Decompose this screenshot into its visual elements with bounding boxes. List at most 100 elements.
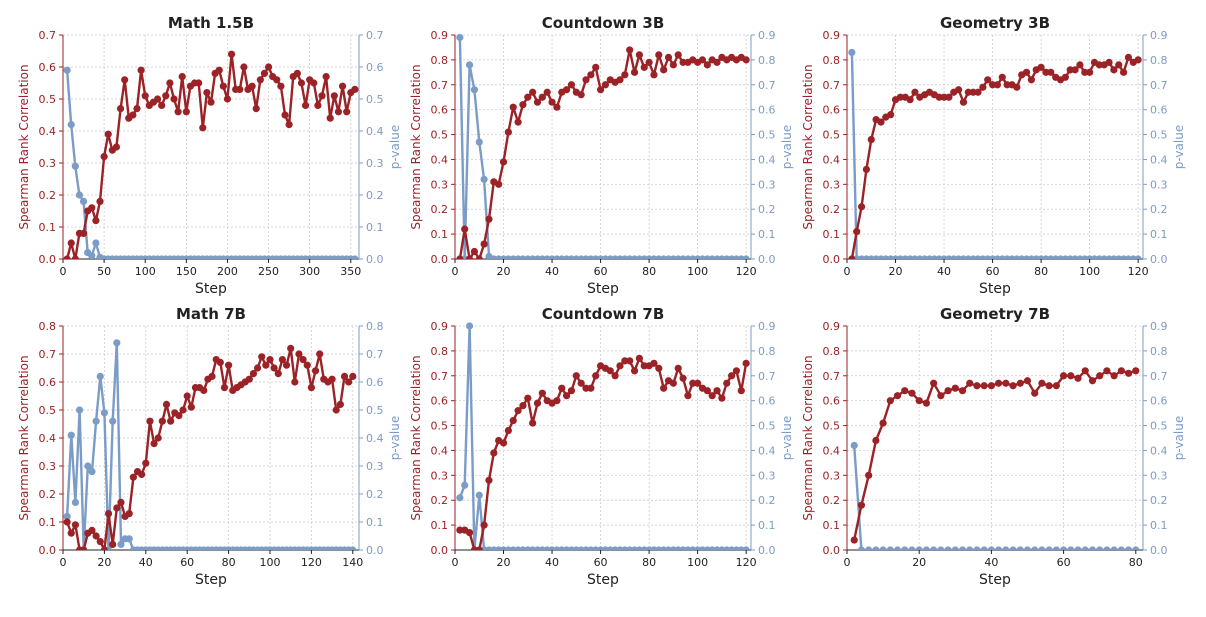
correlation-data-point [694,379,702,387]
correlation-data-point [543,88,551,96]
correlation-data-point [63,518,71,526]
correlation-data-point [1096,372,1104,380]
pvalue-data-point [475,491,483,499]
plot-area [63,50,359,259]
chart-title: Countdown 7B [542,305,665,323]
x-tick-label: 40 [937,265,951,278]
correlation-data-point [207,98,215,106]
y-tick-label-right: 0.5 [366,404,384,417]
correlation-data-point [674,364,682,372]
pvalue-data-point [67,431,75,439]
correlation-data-point [611,372,619,380]
y-tick-label-left: 0.2 [431,203,449,216]
correlation-data-point [328,375,336,383]
correlation-data-point [278,356,287,364]
correlation-data-point [533,399,542,407]
correlation-data-point [480,521,488,529]
correlation-data-point [109,540,117,549]
y-tick-label-right: 0.8 [758,345,776,358]
x-tick-label: 0 [452,265,459,278]
correlation-data-point [178,73,186,81]
x-tick-label: 60 [594,265,608,278]
y-tick-label-right: 0.4 [1150,153,1168,166]
y-tick-label-left: 0.4 [823,153,841,166]
y-tick-label-right: 0.0 [366,544,384,557]
y-tick-label-left: 0.5 [39,404,57,417]
correlation-data-point [930,379,938,387]
correlation-data-point [718,394,726,402]
pvalue-data-point [987,546,995,550]
y-tick-label-right: 0.8 [1150,345,1168,358]
correlation-data-point [310,79,318,87]
correlation-data-point [170,95,178,103]
pvalue-data-point [465,61,474,69]
correlation-data-point [737,387,745,395]
correlation-data-point [893,392,902,400]
x-tick-label: 40 [545,556,559,569]
correlation-data-point [249,370,258,378]
pvalue-data-point [349,546,357,550]
correlation-data-point [92,217,100,225]
pvalue-data-point [1023,546,1032,550]
y-tick-label-left: 0.6 [39,376,57,389]
chart-title: Math 7B [176,305,246,323]
pvalue-data-point [1045,546,1053,550]
y-tick-label-right: 0.0 [1150,253,1168,266]
x-tick-label: 80 [642,556,656,569]
correlation-data-point [330,92,338,100]
y-tick-label-left: 0.1 [39,516,57,529]
y-tick-label-right: 0.3 [1150,469,1168,482]
correlation-data-point [314,101,322,109]
correlation-data-point [216,358,224,366]
correlation-data-point [601,81,610,89]
correlation-data-point [88,204,96,212]
correlation-data-point [485,215,493,223]
chart-title: Countdown 3B [542,14,665,32]
pvalue-data-point [1059,546,1068,550]
pvalue-data-point [1002,546,1010,550]
y-axis-label-right: p-value [1172,416,1186,460]
correlation-data-point [951,384,959,392]
y-tick-label-left: 0.1 [39,221,57,234]
y-tick-label-right: 0.1 [366,221,384,234]
correlation-data-point [906,96,914,104]
y-tick-label-left: 0.2 [823,203,841,216]
correlation-data-point [1103,367,1111,375]
y-tick-label-left: 0.0 [823,544,841,557]
y-tick-label-right: 0.7 [758,370,776,383]
correlation-data-point [499,439,508,447]
correlation-data-point [1045,382,1053,390]
correlation-data-point [563,392,571,400]
pvalue-data-point [351,255,359,259]
correlation-data-point [1022,68,1031,76]
correlation-data-point [121,76,129,84]
pvalue-data-point [1117,546,1125,550]
pvalue-data-point [848,48,856,57]
correlation-data-point [245,375,253,383]
y-tick-label-right: 0.1 [758,228,776,241]
y-tick-label-left: 0.2 [431,494,449,507]
pvalue-data-point [922,546,931,550]
x-tick-label: 120 [736,265,757,278]
correlation-data-point [742,56,750,64]
x-tick-label: 100 [687,556,708,569]
correlation-data-point [175,412,183,420]
correlation-data-point [1067,372,1075,380]
correlation-data-point [713,58,721,66]
y-tick-label-left: 0.4 [39,125,57,138]
pvalue-data-point [1074,546,1082,550]
correlation-data-point [945,93,953,101]
plot-area [63,339,357,550]
correlation-data-point [872,436,880,445]
y-tick-label-right: 0.7 [366,29,384,42]
pvalue-series-line [458,324,747,550]
correlation-data-point [887,111,895,119]
correlation-data-point [1076,61,1084,69]
correlation-data-point [1081,367,1089,375]
correlation-data-point [669,61,677,69]
x-tick-label: 120 [736,556,757,569]
correlation-data-point [277,82,285,90]
chart-title: Geometry 3B [940,14,1050,32]
correlation-data-point [174,108,182,116]
correlation-data-point [606,367,614,375]
